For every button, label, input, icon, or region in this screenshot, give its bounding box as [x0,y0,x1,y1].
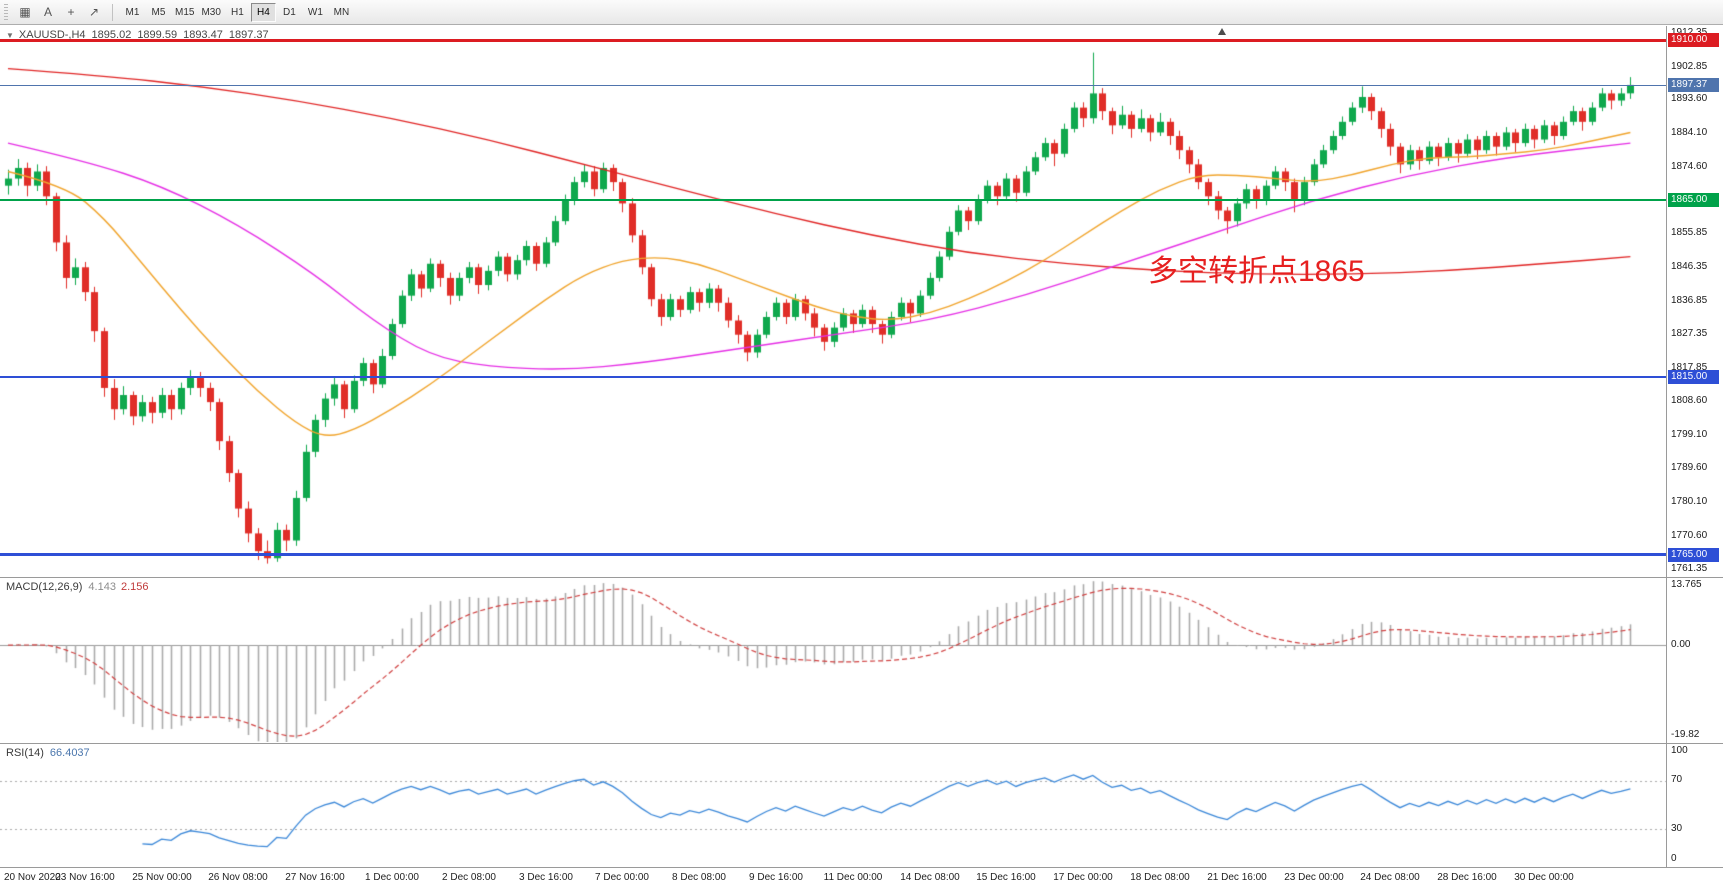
time-label: 17 Dec 00:00 [1053,872,1113,883]
price-tick: 1902.85 [1671,60,1708,72]
timeframe-button-mn[interactable]: MN [333,6,350,18]
price-tick: 1789.60 [1671,462,1708,474]
rsi-axis-label: 70 [1671,774,1683,785]
price-tick: 1761.35 [1671,562,1708,574]
macd-signal-value: 2.156 [120,581,149,593]
current-price-line[interactable] [0,84,1666,86]
quote-bar: ▼ XAUUSD-,H4 1895.02 1899.59 1893.47 1897.37 [6,29,275,41]
price-tick: 1799.10 [1671,428,1708,440]
time-label: 23 Dec 00:00 [1284,872,1344,883]
main-chart-canvas[interactable] [0,26,1666,576]
time-label: 23 Nov 16:00 [55,872,115,883]
macd-axis-label: 13.765 [1671,579,1702,590]
price-badge-1865.00: 1865.00 [1668,192,1719,207]
time-label: 9 Dec 16:00 [749,872,803,883]
timeframe-button-h1[interactable]: H1 [231,6,244,18]
chart-annotation: 多空转折点1865 [1148,255,1365,288]
time-label: 28 Dec 16:00 [1437,872,1497,883]
quote-close: 1897.37 [228,29,269,41]
price-tick: 1836.85 [1671,294,1708,306]
time-label: 7 Dec 00:00 [595,872,649,883]
price-tick: 1874.60 [1671,160,1708,172]
price-badge-1910.00: 1910.00 [1668,33,1719,48]
price-badge-1897.37: 1897.37 [1668,78,1719,92]
price-badge-1765.00: 1765.00 [1668,547,1719,562]
collapse-panel-icon[interactable]: ▼ [6,31,14,40]
time-label: 2 Dec 08:00 [442,872,496,883]
panel-separator[interactable] [0,743,1723,744]
price-tick: 1770.60 [1671,529,1708,541]
resistance-line-1910[interactable] [0,38,1666,42]
price-tick: 1827.35 [1671,328,1708,340]
price-tick: 1808.60 [1671,395,1708,406]
rsi-name: RSI(14) [6,747,44,759]
timeframe-buttons: M1 M5 M15 M30 H1 H4 D1 W1 MN [120,2,354,22]
timeframe-button-m1[interactable]: M1 [125,6,140,18]
quote-high: 1899.59 [137,29,178,41]
price-tick: 1893.60 [1671,93,1708,105]
crosshair-icon[interactable]: + [67,5,75,19]
time-label: 11 Dec 00:00 [823,872,883,883]
time-label: 18 Dec 08:00 [1130,872,1190,883]
timeframe-button-m15[interactable]: M15 [175,6,195,18]
text-tool-icon[interactable]: A [43,5,52,19]
rsi-value: 66.4037 [49,747,90,759]
timeframe-button-m30[interactable]: M30 [201,6,221,18]
quick-trade-icon[interactable]: ↗ [88,5,100,19]
toolbar: ▦ A + ↗ M1 M5 M15 M30 H1 H4 D1 W1 MN [0,0,1723,25]
chart-grid-icon[interactable]: ▦ [19,5,31,19]
panel-separator [0,867,1723,868]
price-axis-separator [1666,26,1667,868]
quote-open: 1895.02 [91,29,132,41]
time-label: 26 Nov 08:00 [208,872,268,883]
pivot-line-1865[interactable] [0,198,1666,201]
price-tick: 1884.10 [1671,127,1708,139]
time-label: 3 Dec 16:00 [519,872,573,883]
price-tick: 1855.85 [1671,227,1708,239]
time-label: 21 Dec 16:00 [1207,872,1267,883]
support-line-1815[interactable] [0,376,1666,379]
price-tick: 1912.35 [1671,27,1707,38]
quote-symbol: XAUUSD-,H4 [18,29,86,41]
macd-canvas[interactable] [0,578,1666,742]
timeframe-button-w1[interactable]: W1 [307,6,323,18]
rsi-axis-label: 100 [1671,745,1688,756]
panel-separator[interactable] [0,577,1723,578]
macd-axis-label: -19.82 [1671,729,1700,740]
time-label: 25 Nov 00:00 [132,872,192,883]
rsi-canvas[interactable] [0,744,1666,866]
macd-value: 4.143 [88,581,116,593]
timeframe-button-d1[interactable]: D1 [283,6,296,18]
time-label: 14 Dec 08:00 [900,872,960,883]
timeframe-button-m5[interactable]: M5 [151,6,166,18]
time-label: 27 Nov 16:00 [285,872,345,883]
toolbar-icons: ▦ A + ↗ [14,3,105,22]
timeframe-button-h4[interactable]: H4 [250,2,276,22]
price-badge-1815.00: 1815.00 [1668,370,1719,385]
rsi-label: RSI(14) 66.4037 [6,747,90,759]
chart-shift-marker-icon[interactable] [1218,28,1226,35]
price-tick: 1846.35 [1671,261,1708,273]
time-label: 15 Dec 16:00 [976,872,1036,883]
macd-name: MACD(12,26,9) [6,581,83,593]
toolbar-separator [112,3,113,21]
time-label: 20 Nov 2020 [4,872,61,883]
macd-axis-label: 0.00 [1671,639,1691,650]
time-label: 24 Dec 08:00 [1360,872,1420,883]
time-label: 8 Dec 08:00 [672,872,726,883]
toolbar-grip[interactable] [4,4,8,20]
support-line-1765[interactable] [0,553,1666,557]
rsi-axis-label: 30 [1671,823,1683,834]
quote-low: 1893.47 [183,29,223,41]
rsi-axis-label: 0 [1671,853,1677,864]
price-tick: 1780.10 [1671,496,1708,508]
time-label: 30 Dec 00:00 [1514,872,1574,883]
macd-label: MACD(12,26,9) 4.143 2.156 [6,581,148,593]
time-label: 1 Dec 00:00 [365,872,419,883]
price-tick: 1817.85 [1671,362,1708,374]
